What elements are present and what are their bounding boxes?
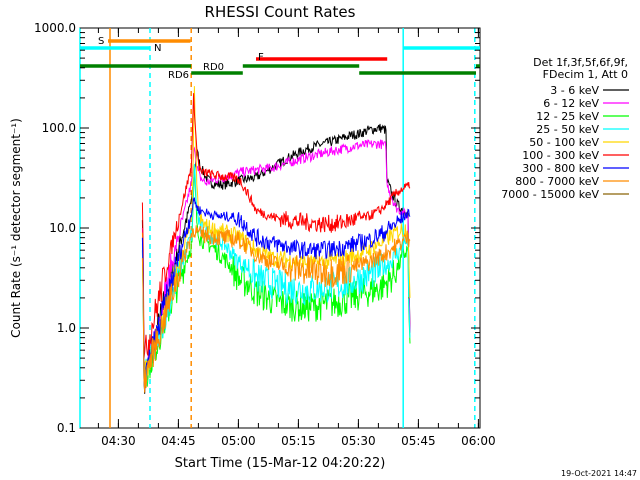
x-tick-label-04-30: 04:30: [101, 434, 136, 448]
annotation-rd6: RD6: [168, 70, 189, 81]
series-6-12-kev: [141, 139, 411, 381]
legend-label-100-300-kev: 100 - 300 keV: [522, 149, 599, 162]
footer-timestamp: 19-Oct-2021 14:47: [561, 469, 637, 478]
x-tick-label-05-15: 05:15: [281, 434, 316, 448]
series-800-7000-kev: [141, 225, 411, 393]
series-50-100-kev: [141, 86, 411, 381]
y-axis-label: Count Rate (s⁻¹ detector segment⁻¹): [9, 118, 23, 338]
x-tick-label-06-00: 06:00: [461, 434, 496, 448]
annotation-s: S: [98, 36, 104, 47]
legend-label-25-50-kev: 25 - 50 keV: [536, 123, 599, 136]
legend-label-7000-15000-kev: 7000 - 15000 keV: [501, 188, 599, 201]
x-tick-label-05-00: 05:00: [221, 434, 256, 448]
series-3-6-kev: [141, 123, 411, 394]
legend-label-300-800-kev: 300 - 800 keV: [522, 162, 599, 175]
y-tick-label-1-0: 1.0: [57, 321, 76, 335]
legend-header-line: FDecim 1, Att 0: [543, 68, 628, 81]
y-tick-label-100-0: 100.0: [42, 121, 76, 135]
chart-title: RHESSI Count Rates: [205, 3, 356, 21]
y-tick-label-1000-0: 1000.0: [34, 21, 76, 35]
instrument-state-bars: S N RD0 RD6 F: [80, 36, 480, 81]
legend-label-3-6-kev: 3 - 6 keV: [550, 84, 599, 97]
x-axis-label: Start Time (15-Mar-12 04:20:22): [175, 456, 386, 471]
legend: Det 1f,3f,5f,6f,9f,FDecim 1, Att 0 3 - 6 …: [501, 56, 629, 201]
annotation-rd0: RD0: [203, 62, 224, 73]
legend-label-50-100-kev: 50 - 100 keV: [529, 136, 599, 149]
series-12-25-kev: [141, 165, 411, 387]
series-300-800-kev: [141, 197, 411, 391]
plot-frame: [79, 27, 481, 429]
axes: 0.1 1.0 10.0 100.0 1000.0 04:30 04:45 05:00 05:1…: [34, 21, 496, 448]
x-tick-label-05-45: 05:45: [401, 434, 436, 448]
x-tick-label-04-45: 04:45: [161, 434, 196, 448]
legend-label-800-7000-kev: 800 - 7000 keV: [515, 175, 599, 188]
series-100-300-kev: [141, 93, 411, 359]
legend-label-12-25-kev: 12 - 25 keV: [536, 110, 599, 123]
legend-label-6-12-kev: 6 - 12 keV: [543, 97, 599, 110]
data-series: [141, 86, 411, 394]
annotation-f: F: [258, 52, 264, 63]
annotation-n: N: [154, 43, 161, 54]
legend-header-line: Det 1f,3f,5f,6f,9f,: [533, 56, 628, 69]
vertical-markers: [79, 28, 476, 428]
x-tick-label-05-30: 05:30: [341, 434, 376, 448]
y-tick-label-0-1: 0.1: [57, 421, 76, 435]
y-tick-label-10-0: 10.0: [49, 221, 76, 235]
